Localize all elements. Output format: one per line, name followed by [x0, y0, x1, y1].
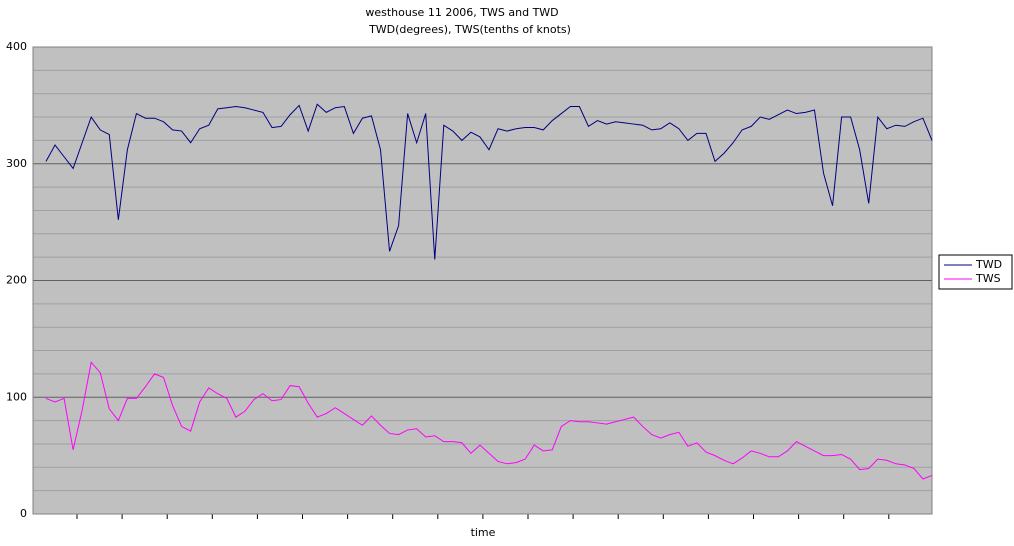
legend-label: TWD: [975, 258, 1002, 271]
y-tick-label: 300: [6, 157, 27, 170]
y-tick-label: 100: [6, 390, 27, 403]
legend-label: TWS: [975, 272, 1001, 285]
legend-box: [938, 254, 1013, 290]
x-axis-label: time: [471, 526, 496, 539]
series-line: [45, 361, 933, 480]
y-tick-label: 0: [20, 507, 27, 520]
series-line: [45, 103, 933, 260]
chart-title: westhouse 11 2006, TWS and TWD: [365, 6, 558, 19]
y-tick-label: 400: [6, 40, 27, 53]
y-tick-label: 200: [6, 274, 27, 287]
chart-subtitle: TWD(degrees), TWS(tenths of knots): [368, 23, 571, 36]
plot-border: [32, 46, 933, 515]
